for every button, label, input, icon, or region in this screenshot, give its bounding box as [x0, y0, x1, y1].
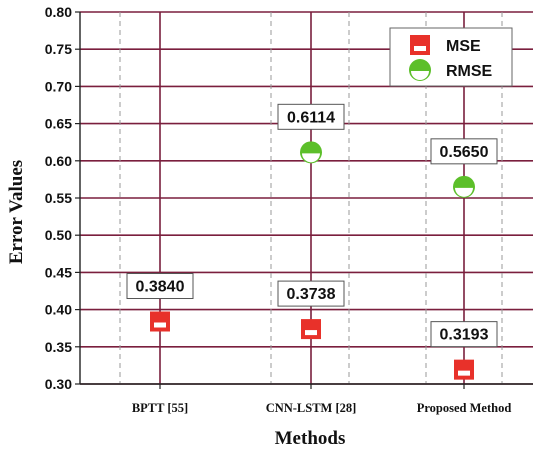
data-label: 0.6114 — [277, 103, 345, 130]
y-tick-label: 0.30 — [45, 376, 72, 392]
legend-label: MSE — [446, 38, 481, 55]
data-label-text: 0.3193 — [440, 327, 489, 344]
rmse-marker-inner — [302, 153, 320, 163]
rmse-marker-inner — [455, 187, 473, 197]
mse-marker — [454, 359, 474, 380]
rmse-marker-inner — [411, 71, 429, 80]
data-label-text: 0.5650 — [440, 144, 489, 161]
y-tick-label: 0.75 — [45, 41, 72, 57]
data-label-box — [126, 273, 194, 300]
y-tick-label: 0.60 — [45, 153, 72, 169]
mse-marker — [301, 319, 321, 340]
rmse-marker — [300, 141, 322, 164]
y-tick-label: 0.55 — [45, 190, 72, 206]
mse-marker-fill — [410, 35, 430, 55]
data-label-box — [430, 138, 498, 165]
mse-marker — [150, 311, 170, 332]
data-label: 0.5650 — [430, 138, 498, 165]
mse-marker-fill — [454, 359, 474, 380]
mse-marker-inner — [154, 322, 166, 328]
y-tick-label: 0.45 — [45, 264, 72, 280]
y-tick-label: 0.35 — [45, 339, 72, 355]
x-axis-title: Methods — [275, 428, 346, 449]
rmse-marker — [453, 175, 475, 198]
y-axis-title: Error Values — [6, 160, 27, 264]
x-tick-label: BPTT [55] — [132, 401, 188, 415]
mse-marker-inner — [458, 370, 470, 376]
y-tick-label: 0.50 — [45, 227, 72, 243]
legend-label: RMSE — [446, 63, 493, 80]
data-label-text: 0.3738 — [287, 286, 336, 303]
data-label: 0.3840 — [126, 273, 194, 300]
mse-marker — [410, 35, 430, 55]
data-label-text: 0.3840 — [136, 279, 185, 296]
legend: MSE RMSE — [389, 27, 513, 87]
data-labels: 0.3840 0.3738 0.3193 0.6114 0.5650 — [126, 103, 498, 348]
y-tick-label: 0.80 — [45, 4, 72, 20]
mse-marker-inner — [305, 330, 317, 336]
y-tick-label: 0.65 — [45, 116, 72, 132]
data-label-box — [277, 280, 345, 307]
x-tick-label: CNN-LSTM [28] — [266, 401, 357, 415]
axes — [75, 11, 533, 389]
x-tick-label: Proposed Method — [417, 401, 512, 415]
rmse-marker — [409, 59, 431, 81]
mse-marker-fill — [301, 319, 321, 340]
data-label-text: 0.6114 — [287, 109, 335, 126]
y-tick-label: 0.70 — [45, 78, 72, 94]
y-tick-label: 0.40 — [45, 302, 72, 318]
mse-marker-inner — [414, 46, 426, 51]
data-label: 0.3738 — [277, 280, 345, 307]
data-label-box — [430, 321, 498, 348]
data-label-box — [277, 103, 345, 130]
data-markers — [150, 141, 475, 380]
data-label: 0.3193 — [430, 321, 498, 348]
tick-labels: 0.30 0.35 0.40 0.45 0.50 0.55 0.60 0.65 0.70 0.75… — [45, 4, 512, 415]
mse-marker-fill — [150, 311, 170, 332]
